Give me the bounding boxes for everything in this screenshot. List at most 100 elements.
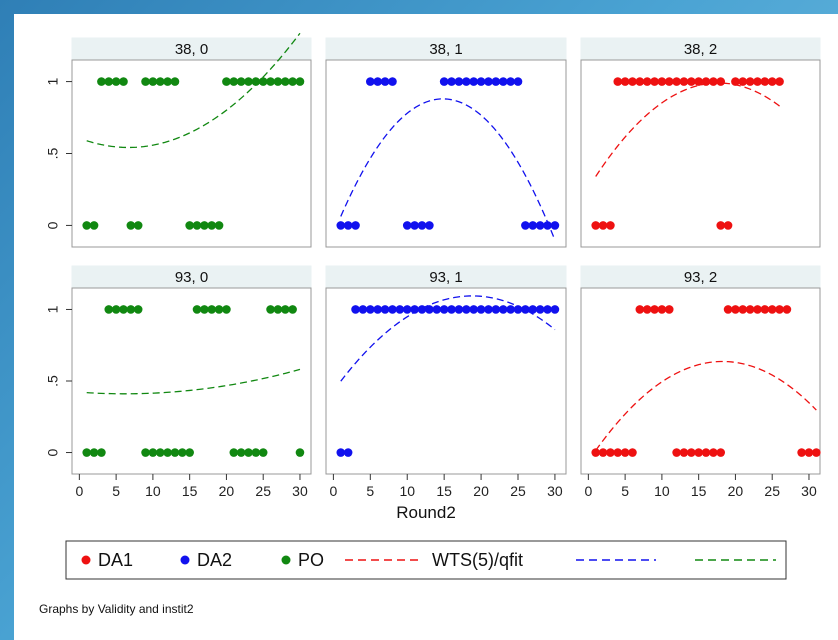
data-point: [635, 305, 645, 314]
plot-region: [580, 287, 821, 475]
data-point: [745, 77, 755, 86]
data-point: [745, 305, 755, 314]
data-point: [738, 305, 748, 314]
fit-line: [86, 368, 301, 395]
data-point: [280, 305, 290, 314]
data-point: [111, 77, 121, 86]
legend-marker: [281, 555, 291, 565]
data-point: [185, 221, 194, 230]
x-tick-label: 25: [255, 483, 271, 499]
data-point: [126, 221, 136, 230]
legend: [65, 540, 787, 580]
x-tick-label: 25: [764, 483, 780, 499]
x-tick-label: 20: [219, 483, 235, 499]
data-point: [598, 448, 608, 457]
data-point: [104, 77, 114, 86]
data-point: [273, 77, 283, 86]
data-point: [498, 305, 508, 314]
data-point: [343, 221, 353, 230]
data-point: [295, 448, 305, 457]
data-point: [628, 77, 637, 86]
data-point: [126, 305, 136, 314]
data-point: [222, 305, 231, 314]
x-tick-label: 15: [436, 483, 452, 499]
data-point: [163, 77, 172, 86]
x-tick-label: 30: [801, 483, 817, 499]
data-point: [521, 305, 530, 314]
data-point: [491, 305, 501, 314]
data-point: [782, 305, 792, 314]
y-tick-label: 0: [45, 448, 61, 456]
data-point: [484, 305, 493, 314]
data-point: [82, 221, 92, 230]
panel-strip-label: 93, 0: [175, 269, 208, 286]
figure-background: 38, 0 0.5 1 38, 1 38, 2 93, 0 0.5 1 0 5 10 15 20 25 30…: [14, 14, 838, 640]
data-point: [606, 221, 615, 230]
data-point: [550, 305, 560, 314]
data-point: [498, 77, 508, 86]
data-point: [469, 77, 478, 86]
data-point: [679, 77, 689, 86]
fit-line: [340, 295, 556, 382]
data-point: [591, 448, 601, 457]
data-point: [222, 77, 231, 86]
data-point: [185, 448, 194, 457]
data-point: [535, 221, 545, 230]
data-point: [620, 77, 630, 86]
data-point: [723, 305, 733, 314]
data-point: [731, 305, 740, 314]
data-point: [192, 221, 202, 230]
data-point: [373, 77, 382, 86]
data-point: [775, 305, 784, 314]
x-tick-label: 5: [621, 483, 629, 499]
data-point: [388, 305, 397, 314]
data-point: [133, 221, 143, 230]
data-point: [251, 448, 261, 457]
data-point: [628, 448, 637, 457]
fit-line: [595, 360, 817, 451]
data-point: [543, 221, 552, 230]
data-point: [425, 221, 434, 230]
panel-strip-label: 93, 1: [429, 269, 462, 286]
data-point: [410, 221, 419, 230]
data-point: [760, 305, 770, 314]
data-point: [454, 77, 464, 86]
y-tick-label: 0: [45, 221, 61, 229]
data-point: [687, 448, 696, 457]
legend-label: DA2: [197, 550, 232, 570]
plot-region: [71, 287, 312, 475]
data-point: [797, 448, 806, 457]
legend-label: DA1: [98, 550, 133, 570]
data-point: [432, 305, 442, 314]
data-point: [280, 77, 290, 86]
data-point: [738, 77, 748, 86]
y-tick-label: .5: [45, 375, 61, 387]
data-point: [97, 77, 106, 86]
fit-line: [595, 82, 780, 177]
data-point: [170, 77, 180, 86]
data-point: [288, 77, 297, 86]
data-point: [760, 77, 770, 86]
data-point: [716, 221, 726, 230]
data-point: [251, 77, 261, 86]
data-point: [148, 77, 158, 86]
panel-strip-label: 38, 0: [175, 41, 208, 58]
data-point: [664, 305, 674, 314]
data-point: [753, 77, 762, 86]
data-point: [642, 305, 652, 314]
data-point: [701, 448, 711, 457]
legend-label: PO: [298, 550, 324, 570]
data-point: [373, 305, 382, 314]
data-point: [447, 77, 456, 86]
data-point: [380, 77, 390, 86]
data-point: [528, 221, 538, 230]
data-point: [343, 448, 353, 457]
data-point: [417, 221, 427, 230]
data-point: [462, 305, 471, 314]
data-point: [336, 448, 346, 457]
data-point: [229, 77, 239, 86]
data-point: [214, 221, 224, 230]
data-point: [111, 305, 121, 314]
data-point: [528, 305, 538, 314]
data-point: [650, 305, 659, 314]
